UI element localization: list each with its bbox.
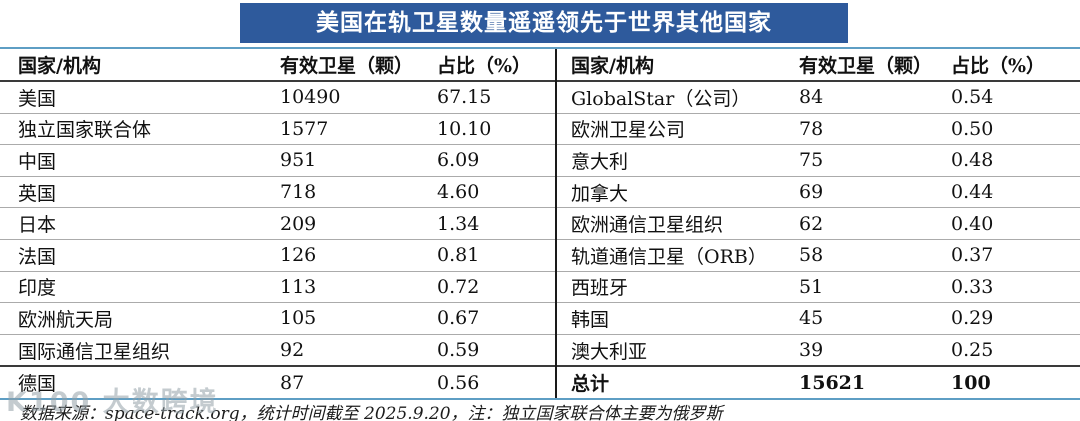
satellites-cell: 45 [799,307,824,330]
source-note: 数据来源：space-track.org，统计时间截至 2025.9.20，注：… [20,404,723,421]
table-row: 印度 113 0.72 [0,272,555,304]
country-cell: 英国 [18,182,57,205]
header-satellites: 有效卫星（颗） [799,55,933,77]
country-cell: 中国 [18,150,57,173]
satellites-cell: 58 [799,244,824,267]
table-row: 加拿大 69 0.44 [557,177,1080,209]
right-table: 国家/机构 有效卫星（颗） 占比（%） GlobalStar（公司） 84 0.54… [557,49,1080,398]
share-cell: 0.67 [437,307,480,330]
satellites-cell: 87 [280,371,305,394]
country-cell: 西班牙 [571,277,629,300]
table-row: 韩国 45 0.29 [557,303,1080,335]
share-cell: 0.37 [951,244,994,267]
country-cell: 法国 [18,245,57,268]
country-cell: 印度 [18,277,57,300]
share-cell: 0.54 [951,86,994,109]
satellites-cell: 84 [799,86,824,109]
share-cell: 67.15 [437,86,492,109]
country-cell: 欧洲通信卫星组织 [571,214,724,237]
country-cell: 加拿大 [571,182,629,205]
satellites-cell: 62 [799,212,824,235]
header-share: 占比（%） [437,55,532,77]
share-cell: 0.56 [437,371,480,394]
table-row: 意大利 75 0.48 [557,145,1080,177]
satellite-table: 国家/机构 有效卫星（颗） 占比（%） 美国 10490 67.15 独立国家联合体 1… [0,47,1080,400]
table-row: GlobalStar（公司） 84 0.54 [557,82,1080,114]
share-cell: 0.25 [951,339,994,362]
right-table-header-row: 国家/机构 有效卫星（颗） 占比（%） [557,49,1080,82]
header-country: 国家/机构 [18,55,101,77]
country-cell: 轨道通信卫星（ORB） [571,245,767,268]
share-cell: 0.44 [951,181,994,204]
satellites-cell: 1577 [280,117,329,140]
table-row: 西班牙 51 0.33 [557,272,1080,304]
table-row: 美国 10490 67.15 [0,82,555,114]
table-row: 日本 209 1.34 [0,208,555,240]
header-satellites: 有效卫星（颗） [280,55,414,77]
left-table-header-row: 国家/机构 有效卫星（颗） 占比（%） [0,49,555,82]
satellites-cell: 105 [280,307,317,330]
total-share: 100 [951,371,991,394]
country-cell: 澳大利亚 [571,340,648,363]
share-cell: 1.34 [437,212,480,235]
table-row: 澳大利亚 39 0.25 [557,335,1080,367]
country-cell: 意大利 [571,150,629,173]
share-cell: 10.10 [437,117,492,140]
share-cell: 0.33 [951,275,994,298]
satellites-cell: 718 [280,181,317,204]
table-row: 欧洲通信卫星组织 62 0.40 [557,208,1080,240]
header-country: 国家/机构 [571,55,654,77]
country-cell: 欧洲卫星公司 [571,119,686,142]
total-row: 总计 15621 100 [557,365,1080,398]
table-row: 国际通信卫星组织 92 0.59 [0,335,555,367]
satellites-cell: 209 [280,212,317,235]
country-cell: 欧洲航天局 [18,308,114,331]
share-cell: 0.40 [951,212,994,235]
share-cell: 0.72 [437,275,480,298]
share-cell: 0.48 [951,149,994,172]
satellites-cell: 126 [280,244,317,267]
share-cell: 0.50 [951,117,994,140]
satellites-cell: 92 [280,339,305,362]
country-cell: 日本 [18,214,57,237]
satellites-cell: 39 [799,339,824,362]
table-row: 中国 951 6.09 [0,145,555,177]
satellites-cell: 75 [799,149,824,172]
table-row: 英国 718 4.60 [0,177,555,209]
satellites-cell: 51 [799,275,824,298]
table-row: 欧洲航天局 105 0.67 [0,303,555,335]
table-row: 欧洲卫星公司 78 0.50 [557,114,1080,146]
page-title: 美国在轨卫星数量遥遥领先于世界其他国家 [240,3,848,43]
satellites-cell: 951 [280,149,317,172]
table-row: 轨道通信卫星（ORB） 58 0.37 [557,240,1080,272]
total-label: 总计 [571,373,610,396]
satellites-cell: 78 [799,117,824,140]
left-table: 国家/机构 有效卫星（颗） 占比（%） 美国 10490 67.15 独立国家联合体 1… [0,49,557,398]
country-cell: GlobalStar（公司） [571,87,751,110]
table-row: 法国 126 0.81 [0,240,555,272]
country-cell: 韩国 [571,308,610,331]
country-cell: 国际通信卫星组织 [18,340,171,363]
country-cell: 德国 [18,373,57,396]
share-cell: 4.60 [437,181,480,204]
satellites-cell: 69 [799,181,824,204]
satellites-cell: 113 [280,275,317,298]
table-row: 独立国家联合体 1577 10.10 [0,114,555,146]
share-cell: 0.81 [437,244,480,267]
share-cell: 6.09 [437,149,480,172]
country-cell: 美国 [18,87,57,110]
satellites-cell: 10490 [280,86,341,109]
table-row: 德国 87 0.56 [0,365,555,398]
header-share: 占比（%） [951,55,1046,77]
country-cell: 独立国家联合体 [18,119,152,142]
share-cell: 0.29 [951,307,994,330]
share-cell: 0.59 [437,339,480,362]
total-satellites: 15621 [799,371,866,394]
